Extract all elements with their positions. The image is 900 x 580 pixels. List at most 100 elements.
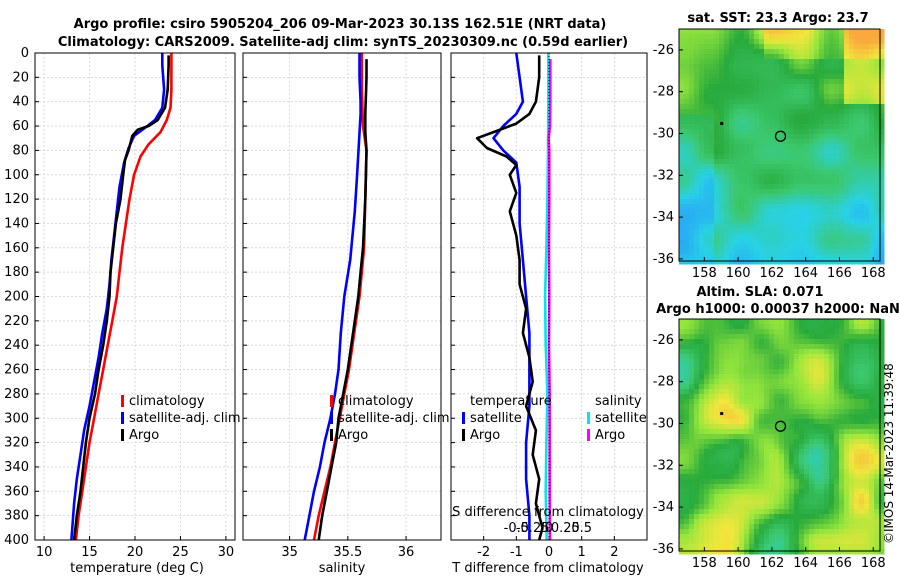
map-cell xyxy=(709,349,715,355)
map-cell xyxy=(704,99,710,105)
map-cell xyxy=(814,454,820,460)
map-cell xyxy=(749,354,755,360)
map-cell xyxy=(839,114,845,120)
map-cell xyxy=(684,139,690,145)
map-cell xyxy=(829,379,835,385)
map-cell xyxy=(764,474,770,480)
map-cell xyxy=(709,169,715,175)
map-cell xyxy=(879,164,885,170)
map-cell xyxy=(699,394,705,400)
map-cell xyxy=(784,204,790,210)
map-cell xyxy=(804,34,810,40)
map-cell xyxy=(729,94,735,100)
map-cell xyxy=(759,524,765,530)
map-cell xyxy=(749,484,755,490)
map-cell xyxy=(854,249,860,255)
map-cell xyxy=(789,494,795,500)
map-cell xyxy=(774,254,780,260)
map-cell xyxy=(759,244,765,250)
map-cell xyxy=(754,504,760,510)
map-cell xyxy=(684,539,690,545)
map-cell xyxy=(729,169,735,175)
map-cell xyxy=(814,209,820,215)
map-cell xyxy=(799,84,805,90)
map-cell xyxy=(754,224,760,230)
map-cell xyxy=(849,224,855,230)
map-cell xyxy=(689,189,695,195)
map-cell xyxy=(699,419,705,425)
map-cell xyxy=(729,194,735,200)
map-cell xyxy=(844,399,850,405)
map-cell xyxy=(854,149,860,155)
map-cell xyxy=(879,394,885,400)
map-cell xyxy=(729,369,735,375)
map-cell xyxy=(734,519,740,525)
map-cell xyxy=(739,114,745,120)
map-cell xyxy=(849,254,855,260)
map-cell xyxy=(709,544,715,550)
map-cell xyxy=(724,379,730,385)
map-cell xyxy=(699,354,705,360)
map-cell xyxy=(799,64,805,70)
map-cell xyxy=(819,59,825,65)
map-cell xyxy=(794,129,800,135)
map-cell xyxy=(799,374,805,380)
map-cell xyxy=(844,259,850,265)
map-cell xyxy=(709,419,715,425)
map-cell xyxy=(844,254,850,260)
map-cell xyxy=(794,529,800,535)
map-cell xyxy=(799,389,805,395)
map-cell xyxy=(704,524,710,530)
map-cell xyxy=(804,444,810,450)
map-cell xyxy=(834,479,840,485)
map-cell xyxy=(679,134,685,140)
map-cell xyxy=(834,324,840,330)
map-cell xyxy=(689,249,695,255)
map-cell xyxy=(809,184,815,190)
map-cell xyxy=(824,89,830,95)
map-cell xyxy=(759,519,765,525)
map-cell xyxy=(734,149,740,155)
depth-tick-label: 60 xyxy=(12,119,29,134)
map-cell xyxy=(789,154,795,160)
map-cell xyxy=(739,89,745,95)
map-cell xyxy=(874,529,880,535)
map-cell xyxy=(874,204,880,210)
map-cell xyxy=(864,359,870,365)
map-cell xyxy=(704,484,710,490)
map-cell xyxy=(719,534,725,540)
map-cell xyxy=(689,239,695,245)
map-cell xyxy=(779,229,785,235)
map-cell xyxy=(694,394,700,400)
map-cell xyxy=(854,224,860,230)
map-cell xyxy=(819,114,825,120)
map-cell xyxy=(684,244,690,250)
map-cell xyxy=(824,369,830,375)
map-cell xyxy=(809,119,815,125)
map-cell xyxy=(719,464,725,470)
map-cell xyxy=(684,229,690,235)
legend-label-argo: Argo xyxy=(129,428,159,443)
map-cell xyxy=(734,399,740,405)
map-cell xyxy=(684,194,690,200)
map-cell xyxy=(784,509,790,515)
map-cell xyxy=(754,499,760,505)
map-cell xyxy=(819,174,825,180)
map-cell xyxy=(704,119,710,125)
map-cell xyxy=(859,379,865,385)
map-cell xyxy=(834,249,840,255)
map-cell xyxy=(749,49,755,55)
map-cell xyxy=(704,454,710,460)
map-cell xyxy=(814,344,820,350)
map-cell xyxy=(834,99,840,105)
map-cell xyxy=(779,44,785,50)
map-cell xyxy=(779,194,785,200)
map-cell xyxy=(679,359,685,365)
map-cell xyxy=(769,389,775,395)
map-cell xyxy=(824,44,830,50)
map-cell xyxy=(764,49,770,55)
legend-label-climatology: climatology xyxy=(338,394,414,409)
map-cell xyxy=(849,139,855,145)
map-cell xyxy=(834,244,840,250)
map-cell xyxy=(739,469,745,475)
